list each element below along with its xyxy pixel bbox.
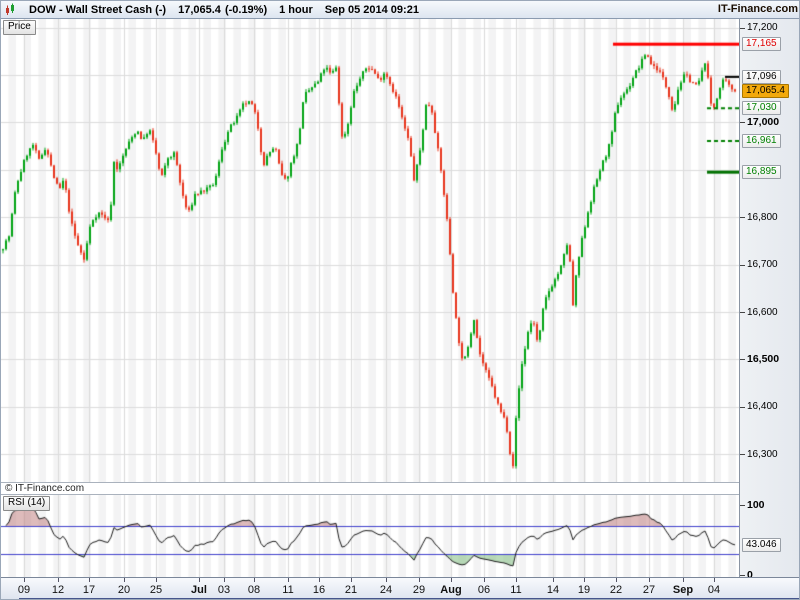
- rsi-current-label: 43.046: [742, 537, 781, 552]
- instrument-title: DOW - Wall Street Cash (-): [29, 3, 167, 16]
- time-axis-tickmark: [58, 578, 59, 582]
- price-axis-tickmark: [740, 264, 745, 266]
- time-axis-tickmark: [683, 578, 684, 582]
- time-axis-label: 03: [217, 584, 231, 596]
- last-price: 17,065.4: [178, 3, 221, 16]
- time-axis[interactable]: 09 12 17 20 25 Jul 03 08 11 16 21 24 29 Aug 06 11 14 19 22…: [1, 577, 799, 599]
- time-axis-tickmark: [451, 578, 452, 582]
- rsi-chart[interactable]: [1, 495, 739, 577]
- time-axis-tickmark: [224, 578, 225, 582]
- price-axis-box: 16,895: [742, 165, 781, 180]
- time-axis-tickmark: [553, 578, 554, 582]
- time-axis-tickmark: [649, 578, 650, 582]
- time-axis-label: 21: [344, 584, 358, 596]
- current-price-label: 17,065.4: [742, 84, 789, 99]
- time-axis-tickmark: [288, 578, 289, 582]
- price-axis-tick: 17,200: [747, 22, 778, 34]
- price-axis-box: 16,961: [742, 133, 781, 148]
- time-axis-label: Jul: [191, 584, 207, 596]
- price-axis-box: 17,165: [742, 37, 781, 52]
- change-percent: (-0.19%): [224, 3, 268, 16]
- price-axis-box: 17,096: [742, 69, 781, 84]
- rsi-axis-tick: 0: [747, 568, 753, 581]
- time-axis-label: 11: [282, 584, 294, 596]
- time-axis-label: 09: [17, 584, 31, 596]
- time-axis-tickmark: [351, 578, 352, 582]
- time-axis-tickmark: [714, 578, 715, 582]
- time-axis-label: 19: [577, 584, 591, 596]
- time-axis-label: 16: [312, 584, 326, 596]
- price-axis-tick: 16,500: [747, 352, 780, 365]
- timeframe-label: 1 hour: [279, 3, 313, 16]
- tab-price[interactable]: Price: [3, 20, 36, 35]
- rsi-axis-tickmark: [740, 575, 745, 576]
- time-axis-tickmark: [386, 578, 387, 582]
- time-axis-tickmark: [156, 578, 157, 582]
- price-axis-tick: 16,400: [747, 401, 778, 413]
- time-axis-label: 14: [546, 584, 560, 596]
- price-axis-tick: 17,000: [747, 115, 780, 128]
- time-axis-label: Sep: [672, 584, 694, 596]
- time-axis-label: 20: [117, 584, 131, 596]
- price-axis-tickmark: [740, 122, 745, 124]
- time-axis-tickmark: [584, 578, 585, 582]
- price-axis[interactable]: 17,200 17,000 16,800 16,700 16,600 16,500 16,4…: [739, 19, 799, 580]
- price-axis-tickmark: [740, 454, 745, 456]
- price-axis-tick: 16,800: [747, 211, 778, 223]
- time-axis-label: 17: [82, 584, 96, 596]
- time-axis-tickmark: [199, 578, 200, 582]
- price-axis-tickmark: [740, 359, 745, 361]
- price-axis-tick: 16,600: [747, 306, 778, 318]
- tab-rsi[interactable]: RSI (14): [3, 496, 51, 511]
- price-axis-tick: 16,300: [747, 448, 778, 460]
- header: DOW - Wall Street Cash (-) 17,065.4 (-0.…: [1, 1, 799, 19]
- price-axis-tickmark: [740, 312, 745, 313]
- candlestick-icon: [4, 3, 17, 16]
- time-axis-tickmark: [24, 578, 25, 582]
- price-axis-tickmark: [740, 27, 745, 29]
- time-axis-tickmark: [254, 578, 255, 582]
- time-axis-tickmark: [419, 578, 420, 582]
- time-axis-label: 12: [51, 584, 65, 596]
- time-axis-label: 29: [412, 584, 426, 596]
- price-axis-tick: 16,700: [747, 259, 778, 271]
- price-axis-tickmark: [740, 406, 745, 408]
- time-axis-label: 24: [379, 584, 393, 596]
- copyright-label: © IT-Finance.com: [1, 482, 739, 495]
- price-axis-box: 17,030: [742, 101, 781, 116]
- time-axis-label: 06: [477, 584, 491, 596]
- timestamp-label: Sep 05 2014 09:21: [324, 3, 419, 16]
- h-scrollbar[interactable]: [19, 598, 799, 599]
- time-axis-tickmark: [616, 578, 617, 582]
- time-axis-label: 25: [149, 584, 163, 596]
- time-axis-label: 11: [510, 584, 522, 596]
- price-chart[interactable]: [1, 19, 739, 482]
- time-axis-tickmark: [516, 578, 517, 582]
- time-axis-label: 27: [642, 584, 656, 596]
- brand-label: IT-Finance.com: [717, 3, 798, 15]
- time-axis-label: 04: [707, 584, 721, 596]
- time-axis-tickmark: [89, 578, 90, 582]
- time-axis-tickmark: [484, 578, 485, 582]
- rsi-axis-tickmark: [740, 505, 745, 506]
- time-axis-tickmark: [124, 578, 125, 582]
- price-axis-tickmark: [740, 217, 745, 219]
- time-axis-label: Aug: [440, 584, 462, 596]
- rsi-axis-tick: 100: [747, 498, 765, 511]
- time-axis-label: 08: [247, 584, 261, 596]
- time-axis-label: 22: [609, 584, 623, 596]
- time-axis-tickmark: [319, 578, 320, 582]
